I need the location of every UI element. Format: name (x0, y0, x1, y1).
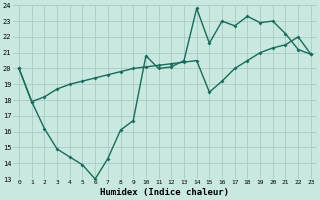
X-axis label: Humidex (Indice chaleur): Humidex (Indice chaleur) (100, 188, 229, 197)
